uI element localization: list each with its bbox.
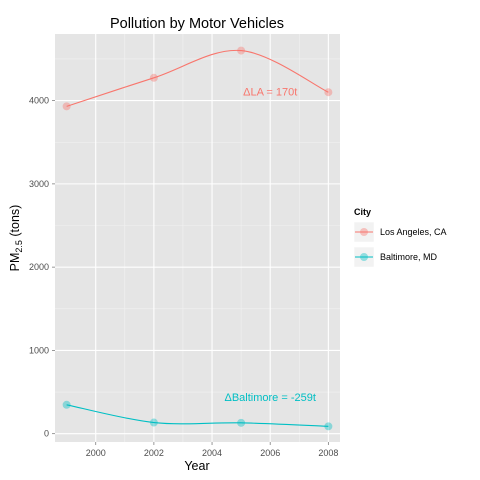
annotation-label: ΔBaltimore = -259t bbox=[224, 392, 315, 404]
y-tick-label: 3000 bbox=[29, 179, 49, 189]
data-point bbox=[149, 418, 158, 427]
x-tick-label: 2008 bbox=[318, 448, 338, 458]
plot-panel bbox=[55, 34, 340, 442]
series-layer bbox=[62, 46, 333, 431]
x-tick-label: 2006 bbox=[260, 448, 280, 458]
series-line bbox=[66, 404, 329, 427]
y-axis-title-main: PM bbox=[8, 253, 22, 272]
axis-ticks: 2000 2002 2004 2006 2008 0 1000 2000 3000 4000 bbox=[29, 96, 338, 458]
y-tick-label: 2000 bbox=[29, 262, 49, 272]
x-tick-label: 2002 bbox=[144, 448, 164, 458]
legend-title: City bbox=[354, 207, 371, 217]
legend-label: Los Angeles, CA bbox=[380, 227, 447, 237]
y-axis-title: PM2.5 (tons) bbox=[8, 205, 24, 272]
grid bbox=[55, 34, 340, 442]
legend: City Los Angeles, CA Baltimore, MD bbox=[353, 207, 447, 268]
data-point bbox=[324, 422, 333, 431]
x-tick-label: 2000 bbox=[86, 448, 106, 458]
data-point bbox=[237, 418, 246, 427]
chart-title: Pollution by Motor Vehicles bbox=[110, 16, 284, 32]
legend-point bbox=[360, 228, 368, 236]
y-tick-label: 4000 bbox=[29, 96, 49, 106]
legend-entry: Baltimore, MD bbox=[353, 246, 438, 268]
data-point bbox=[62, 400, 71, 409]
y-axis-title-sub: 2.5 bbox=[14, 240, 24, 253]
legend-point bbox=[360, 253, 368, 261]
x-tick-label: 2004 bbox=[202, 448, 222, 458]
y-tick-label: 0 bbox=[44, 429, 49, 439]
y-tick-label: 1000 bbox=[29, 345, 49, 355]
data-point bbox=[149, 73, 158, 82]
legend-entry: Los Angeles, CA bbox=[353, 221, 447, 243]
legend-label: Baltimore, MD bbox=[380, 252, 438, 262]
data-point bbox=[62, 102, 71, 111]
data-point bbox=[324, 88, 333, 97]
annotation-label: ΔLA = 170t bbox=[243, 87, 297, 99]
y-axis-title-suffix: (tons) bbox=[8, 205, 22, 240]
annotations: ΔLA = 170t ΔBaltimore = -259t bbox=[224, 87, 315, 405]
data-point bbox=[237, 46, 246, 55]
series-line bbox=[66, 49, 329, 107]
x-axis-title: Year bbox=[184, 459, 209, 473]
